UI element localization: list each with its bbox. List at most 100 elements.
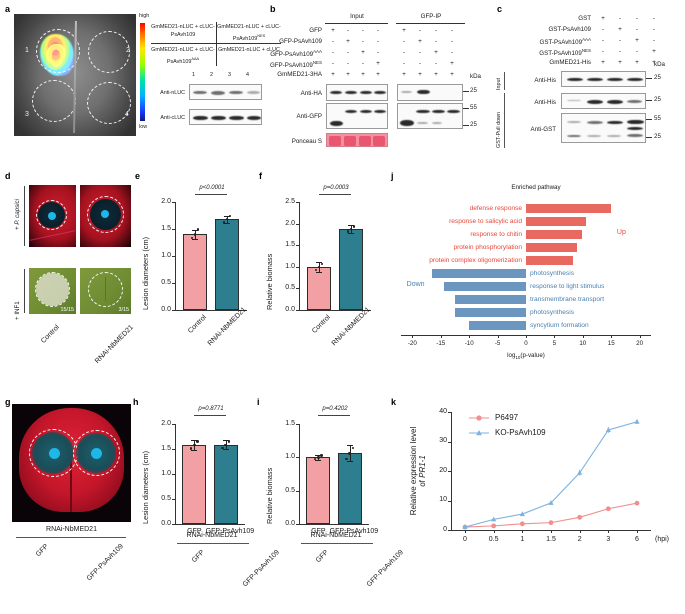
error-cap [222, 449, 229, 451]
y-tick [448, 500, 451, 502]
panel-b-ip-cell-1-2: - [434, 38, 438, 45]
leaf-circle-2 [88, 31, 130, 73]
p-value-label: p=0.0003 [323, 185, 349, 191]
pathway-bar-0 [526, 204, 612, 213]
panel-d-col-label-rnai: RNAi-NbMED21 [93, 324, 135, 365]
y-tick [296, 310, 299, 311]
pathway-label-1: response to salicylic acid [449, 218, 522, 225]
panel-c-blot-label-his-input: Anti-His [534, 77, 556, 84]
y-tick-label: 0.0 [285, 520, 295, 527]
y-tick-label: 1.0 [285, 262, 295, 270]
panel-b-ip-cell-3-0: - [402, 60, 406, 67]
data-point [320, 454, 323, 457]
x-tick-label-0: Control [311, 314, 332, 335]
y-tick [172, 449, 175, 450]
pathway-label-4: protein complex oligomerization [429, 257, 522, 264]
panel-c-mw-25-input: 25 [654, 74, 661, 81]
y-tick-label: 1.0 [285, 453, 295, 461]
y-axis [451, 412, 452, 530]
panel-b-row-label-3: GFP-PsAvh109NES [269, 60, 322, 70]
panel-b-input-cell-0-1: - [346, 27, 350, 34]
legend-label-1[interactable]: KO-PsAvh109 [495, 428, 546, 437]
panel-b-input-cell-0-0: + [331, 27, 335, 34]
panel-b-input-cell-1-2: - [361, 38, 365, 45]
error-cap [346, 461, 353, 463]
panel-c-cell-4-2: + [635, 59, 639, 66]
x-tick-label-1: GFP-PsAvh109 [329, 528, 379, 535]
data-point [197, 228, 200, 231]
x-tick-label: 0.5 [488, 536, 499, 543]
x-tick-label: 0 [463, 536, 467, 543]
panel-b-input-cell-4-1: + [346, 71, 350, 78]
panel-c-cell-4-1: + [618, 59, 622, 66]
panel-b-ip-cell-2-0: - [402, 49, 406, 56]
pathway-label-5: photosynthesis [530, 270, 574, 277]
panel-b-ponceau [326, 133, 388, 147]
error-cap [316, 271, 322, 273]
panel-a-blot-label-cluc: Anti-cLUC [160, 115, 185, 121]
y-tick [172, 499, 175, 500]
legend-label-0[interactable]: P6497 [495, 413, 519, 422]
error-cap [224, 223, 230, 224]
panel-c-cell-1-0: - [601, 26, 605, 33]
marker-P6497 [605, 506, 611, 512]
data-point [222, 221, 225, 224]
data-point [349, 227, 353, 230]
x-tick [611, 335, 613, 338]
panel-b-blot-gfp-ip [397, 103, 463, 129]
panel-b-input-cell-4-0: + [331, 71, 335, 78]
bar-0 [307, 266, 331, 310]
y-tick [172, 202, 175, 203]
x-tick-label: -15 [436, 340, 446, 347]
leaf-circle-4 [87, 82, 131, 124]
quadrant-number-3: 3 [25, 111, 29, 118]
x-tick [639, 335, 641, 338]
data-point [317, 265, 321, 268]
quadrant-number-2: 2 [126, 47, 130, 54]
data-point [221, 446, 224, 450]
x-axis-unit: (hpi) [655, 536, 670, 543]
y-axis-label: Relative biomass [265, 253, 274, 310]
panel-d-row-label-capsici: + P. capsici [14, 198, 21, 230]
panel-b-mw-25-gfp: 25 [470, 121, 477, 128]
panel-j-chart: Enriched pathway defense response response… [391, 182, 683, 362]
y-tick [172, 310, 175, 311]
pathway-bar-4 [526, 256, 574, 265]
panel-c-row-label-3: GST-PsAvh109NES [539, 48, 591, 58]
pathway-label-9: syncytium formation [530, 322, 589, 329]
panel-c-cell-3-3: + [652, 48, 656, 55]
x-tick [551, 530, 552, 533]
panel-b-blot-gfp-input [326, 103, 388, 129]
group-label-down: Down [406, 281, 425, 288]
data-point [227, 440, 231, 443]
group-label: RNAi-NbMED21 [310, 532, 362, 539]
marker-P6497 [548, 520, 554, 526]
y-tick [172, 474, 175, 475]
panel-c-row-label-0: GST [578, 15, 591, 22]
panel-b-ip-cell-3-2: - [434, 60, 438, 67]
panel-b-input-cell-2-0: - [331, 49, 335, 56]
panel-b-ip-cell-4-1: + [418, 71, 422, 78]
significance-line [319, 194, 351, 195]
x-axis [299, 524, 369, 525]
y-tick [296, 457, 299, 459]
marker-P6497 [491, 523, 497, 529]
x-tick-label: 20 [636, 340, 644, 347]
luminescence-core [46, 44, 66, 70]
data-point [351, 446, 355, 449]
panel-b-ip-cell-2-1: - [418, 49, 422, 56]
line-series-svg [462, 415, 640, 530]
panel-i-chart: 0.0 0.5 1.0 1.5 Relative biomass GFP GFP-PsAvh… [257, 404, 405, 588]
bar-0 [183, 234, 207, 310]
panel-letter-a: a [5, 4, 11, 14]
data-point [193, 233, 197, 236]
y-axis [175, 424, 176, 524]
marker-KO-PsAvh109 [519, 511, 525, 517]
panel-b-header-rule-ip [396, 23, 465, 24]
error-cap [191, 440, 198, 441]
data-point [314, 269, 317, 272]
marker-P6497 [519, 521, 525, 527]
y-tick [296, 266, 299, 268]
x-tick-label: 0 [524, 340, 528, 347]
panel-a-leaf-image: 1 2 3 4 [14, 14, 136, 136]
